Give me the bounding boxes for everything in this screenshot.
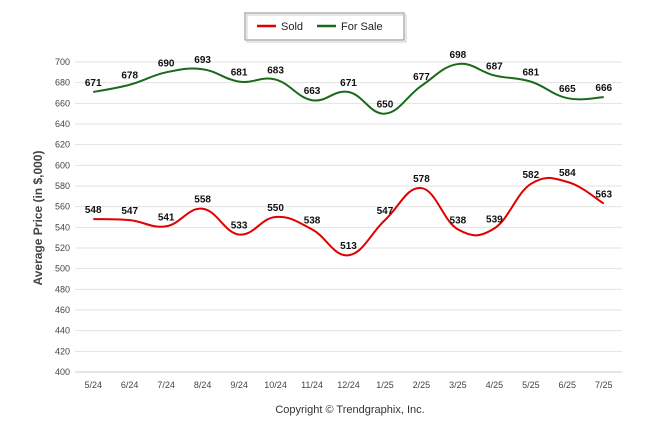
y-tick-label: 440 [55,326,70,336]
x-axis-ticks: 5/24 6/24 7/24 8/24 9/24 10/24 11/24 12/24 1/25 2… [84,380,612,390]
sold-data-label: 538 [304,215,321,226]
sold-data-label: 578 [413,174,430,185]
y-tick-label: 620 [55,140,70,150]
data-labels: 548 547 541 558 533 550 538 513 547 578 538 539 582 5… [85,50,613,252]
legend-sold-label: Sold [281,21,303,33]
x-tick-label: 11/24 [301,380,323,390]
for-sale-data-label: 671 [340,78,357,89]
sold-data-label: 538 [450,215,467,226]
x-tick-label: 7/24 [157,380,175,390]
legend-forsale-label: For Sale [341,21,383,33]
x-tick-label: 5/24 [84,380,102,390]
y-tick-label: 520 [55,243,70,253]
legend: Sold For Sale [244,12,407,43]
x-tick-label: 10/24 [264,380,287,390]
x-tick-label: 6/25 [559,380,577,390]
y-tick-label: 640 [55,119,70,129]
y-tick-label: 420 [55,346,70,356]
for-sale-data-label: 671 [85,78,102,89]
for-sale-data-label: 665 [559,84,576,95]
y-tick-label: 680 [55,78,70,88]
y-tick-label: 560 [55,202,70,212]
y-tick-label: 480 [55,284,70,294]
copyright-text: Copyright © Trendgraphix, Inc. [275,404,424,416]
series-group [93,62,605,257]
y-tick-label: 660 [55,98,70,108]
x-tick-label: 7/25 [595,380,613,390]
x-tick-label: 12/24 [337,380,360,390]
for-sale-data-label: 683 [267,66,284,77]
y-tick-label: 460 [55,305,70,315]
for-sale-line [93,62,604,115]
for-sale-data-label: 650 [377,100,394,111]
sold-data-label: 582 [522,170,539,181]
y-tick-label: 700 [55,57,70,67]
sold-data-label: 533 [231,221,248,232]
for-sale-data-label: 687 [486,61,503,72]
x-tick-label: 4/25 [486,380,504,390]
y-tick-label: 540 [55,222,70,232]
for-sale-data-label: 693 [194,55,211,66]
grid-lines [75,61,622,373]
sold-data-label: 584 [559,168,576,179]
sold-data-label: 558 [194,195,211,206]
for-sale-data-label: 681 [231,68,248,79]
for-sale-data-label: 666 [595,83,612,94]
for-sale-data-label: 663 [304,86,321,97]
for-sale-data-label: 678 [121,71,138,82]
y-axis-ticks: 400 420 440 460 480 500 520 540 560 580 600 620 640 6… [55,57,70,377]
sold-data-label: 539 [486,214,503,225]
x-tick-label: 2/25 [413,380,431,390]
for-sale-data-label: 677 [413,72,430,83]
y-tick-label: 500 [55,264,70,274]
y-tick-label: 600 [55,160,70,170]
y-axis-title: Average Price (in $,000) [31,151,45,286]
sold-data-label: 563 [595,190,612,201]
y-tick-label: 580 [55,181,70,191]
y-tick-label: 400 [55,367,70,377]
sold-data-label: 550 [267,203,284,214]
x-tick-label: 1/25 [376,380,394,390]
x-tick-label: 8/24 [194,380,212,390]
for-sale-data-label: 690 [158,58,175,69]
x-tick-label: 6/24 [121,380,139,390]
sold-data-label: 547 [121,206,138,217]
sold-data-label: 513 [340,241,357,252]
x-tick-label: 3/25 [449,380,467,390]
for-sale-data-label: 698 [450,50,467,61]
x-tick-label: 5/25 [522,380,540,390]
sold-line [93,176,605,257]
sold-data-label: 548 [85,205,102,216]
for-sale-data-label: 681 [522,68,539,79]
sold-data-label: 541 [158,212,175,223]
sold-data-label: 547 [377,206,394,217]
x-tick-label: 9/24 [230,380,248,390]
